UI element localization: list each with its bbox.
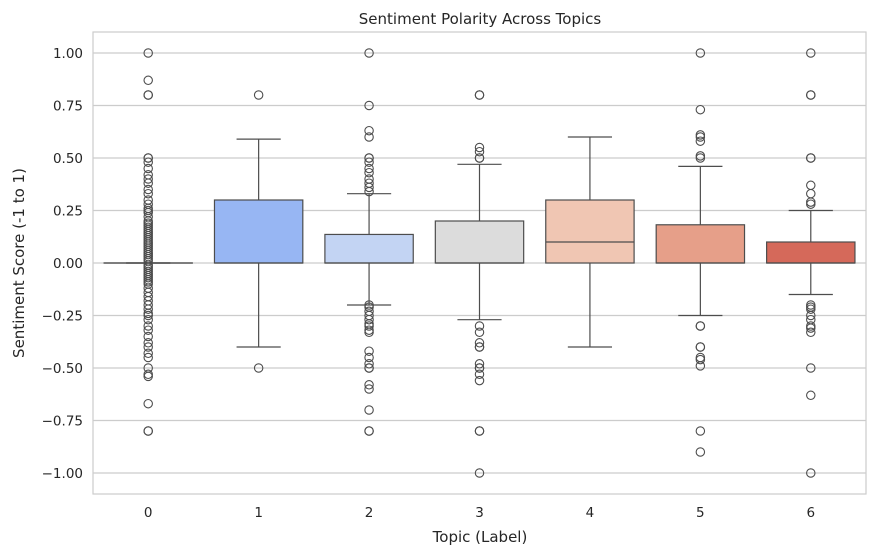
y-tick-label: 0.75 bbox=[53, 99, 83, 115]
outlier-point bbox=[696, 448, 704, 456]
outlier-point bbox=[475, 427, 483, 435]
outlier-point bbox=[696, 353, 704, 361]
iqr-box bbox=[656, 225, 744, 263]
x-tick-label: 0 bbox=[144, 505, 153, 521]
outlier-point bbox=[254, 91, 262, 99]
outlier-point bbox=[365, 406, 373, 414]
box-group-topic-0 bbox=[104, 49, 192, 435]
boxes-layer bbox=[104, 49, 855, 477]
x-tick-label: 4 bbox=[586, 505, 595, 521]
iqr-box bbox=[214, 200, 302, 263]
y-tick-label: 0.25 bbox=[53, 204, 83, 220]
x-tick-label: 1 bbox=[254, 505, 263, 521]
outlier-point bbox=[807, 190, 815, 198]
outlier-point bbox=[475, 328, 483, 336]
chart-title: Sentiment Polarity Across Topics bbox=[359, 10, 602, 28]
y-tick-label: −0.50 bbox=[42, 361, 83, 377]
outlier-point bbox=[365, 328, 373, 336]
iqr-box bbox=[435, 221, 523, 263]
box-group-topic-1 bbox=[214, 91, 302, 372]
outlier-point bbox=[807, 303, 815, 311]
outlier-point bbox=[807, 181, 815, 189]
outlier-point bbox=[144, 76, 152, 84]
box-group-topic-2 bbox=[325, 49, 413, 435]
outlier-point bbox=[807, 391, 815, 399]
outlier-point bbox=[696, 322, 704, 330]
x-tick-label: 5 bbox=[696, 505, 705, 521]
x-tick-label: 6 bbox=[806, 505, 815, 521]
outlier-point bbox=[365, 133, 373, 141]
box-group-topic-3 bbox=[435, 91, 523, 477]
outlier-point bbox=[144, 372, 152, 380]
outlier-point bbox=[144, 400, 152, 408]
y-tick-label: −1.00 bbox=[42, 466, 83, 482]
y-tick-label: 0.50 bbox=[53, 151, 83, 167]
outlier-point bbox=[475, 376, 483, 384]
x-axis-label: Topic (Label) bbox=[432, 528, 528, 546]
box-group-topic-5 bbox=[656, 49, 744, 456]
outlier-point bbox=[696, 427, 704, 435]
outlier-point bbox=[144, 91, 152, 99]
outlier-point bbox=[807, 91, 815, 99]
y-axis-label: Sentiment Score (-1 to 1) bbox=[10, 168, 28, 358]
box-group-topic-6 bbox=[767, 49, 855, 477]
outlier-point bbox=[475, 91, 483, 99]
outlier-point bbox=[365, 427, 373, 435]
y-tick-label: −0.75 bbox=[42, 414, 83, 430]
outlier-point bbox=[696, 152, 704, 160]
y-tick-label: 0.00 bbox=[53, 256, 83, 272]
y-tick-label: −0.25 bbox=[42, 309, 83, 325]
outlier-point bbox=[696, 106, 704, 114]
outlier-point bbox=[144, 370, 152, 378]
x-tick-label: 3 bbox=[475, 505, 484, 521]
outlier-point bbox=[696, 343, 704, 351]
outlier-point bbox=[807, 200, 815, 208]
outlier-point bbox=[696, 362, 704, 370]
outlier-point bbox=[144, 427, 152, 435]
iqr-box bbox=[546, 200, 634, 263]
y-tick-label: 1.00 bbox=[53, 46, 83, 62]
iqr-box bbox=[767, 242, 855, 263]
x-tick-label: 2 bbox=[365, 505, 374, 521]
outlier-point bbox=[807, 198, 815, 206]
iqr-box bbox=[325, 234, 413, 263]
